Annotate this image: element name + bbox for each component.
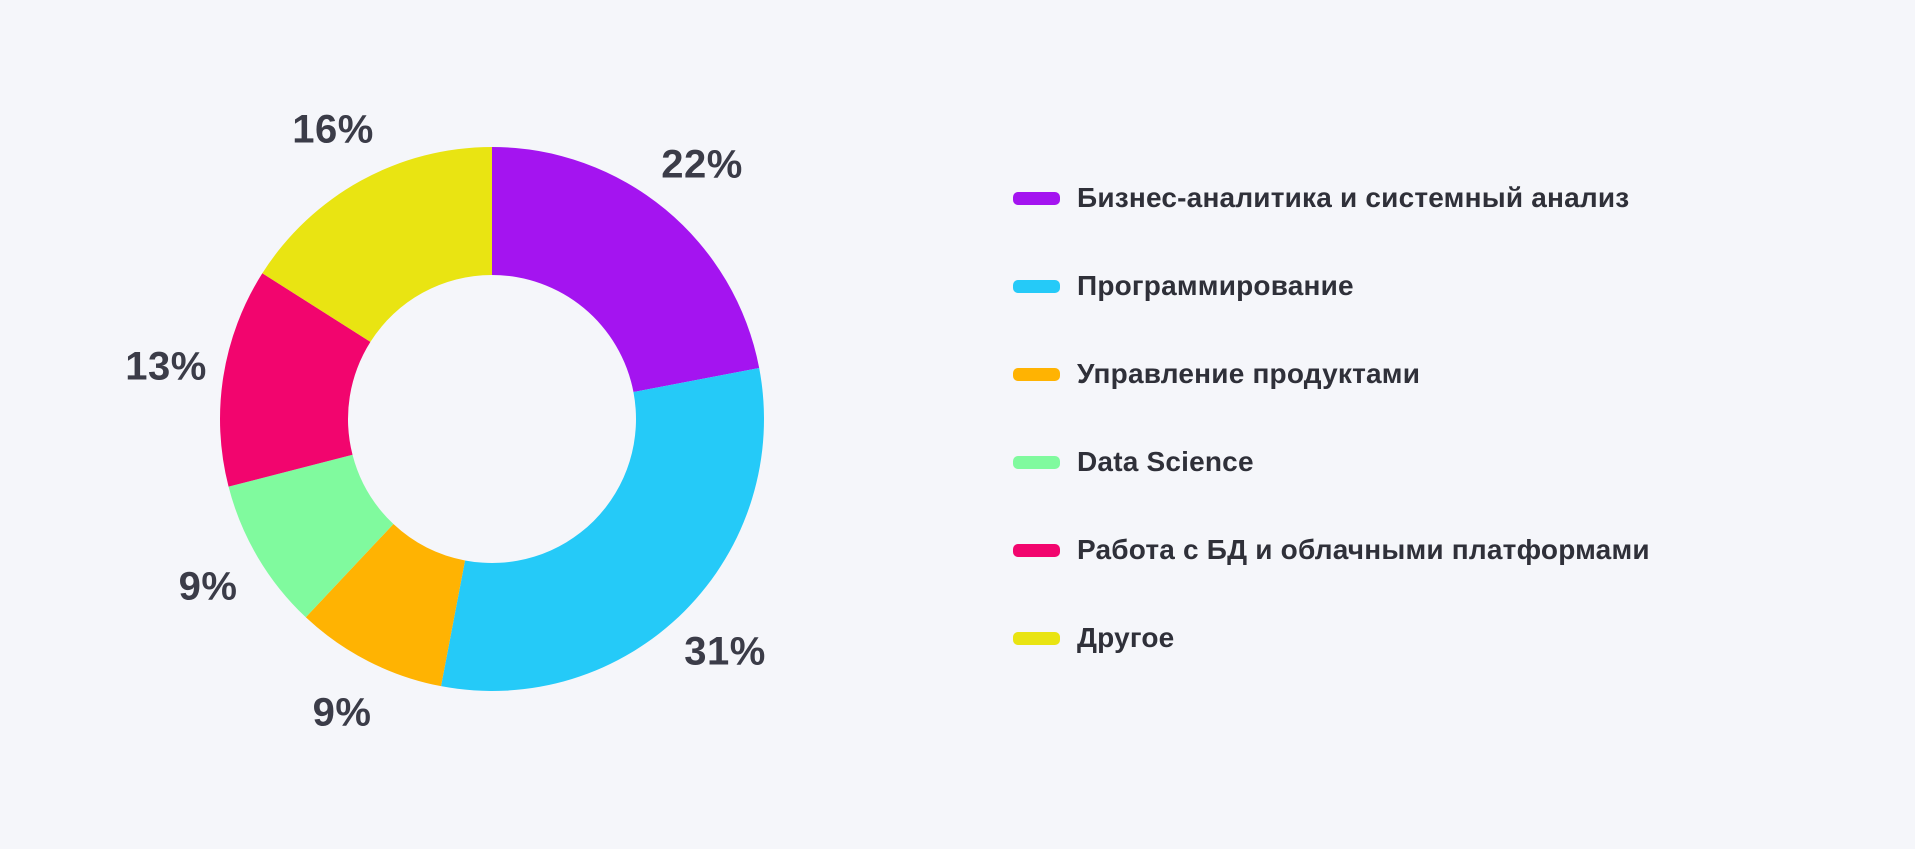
slice-label-4: 13% xyxy=(125,344,207,389)
legend-swatch-icon xyxy=(1013,367,1060,381)
legend-swatch-icon xyxy=(1013,631,1060,645)
legend-item-label: Программирование xyxy=(1077,270,1354,301)
donut-slice-3 xyxy=(228,454,394,618)
legend-item-databases-cloud: Работа с БД и облачными платформами xyxy=(1013,506,1650,594)
legend-swatch-icon xyxy=(1013,455,1060,469)
donut-slice-2 xyxy=(305,523,466,687)
donut-slice-0 xyxy=(492,147,760,393)
legend-swatch-icon xyxy=(1013,191,1060,205)
legend-item-data-science: Data Science xyxy=(1013,418,1650,506)
slice-label-2: 9% xyxy=(312,690,372,735)
legend-item-label: Управление продуктами xyxy=(1077,358,1421,389)
legend-item-label: Data Science xyxy=(1077,446,1254,477)
legend-item-other: Другое xyxy=(1013,594,1650,682)
slice-label-5: 16% xyxy=(292,107,374,152)
legend-swatch-icon xyxy=(1013,279,1060,293)
legend-item-label: Работа с БД и облачными платформами xyxy=(1077,534,1650,565)
donut-slice-1 xyxy=(441,368,764,691)
legend-swatch-icon xyxy=(1013,543,1060,557)
legend-item-label: Бизнес-аналитика и системный анализ xyxy=(1077,182,1630,213)
legend-item-product-management: Управление продуктами xyxy=(1013,330,1650,418)
donut-slice-5 xyxy=(262,147,492,342)
slice-label-0: 22% xyxy=(661,142,743,187)
slice-label-3: 9% xyxy=(178,564,238,609)
legend-item-business-analytics: Бизнес-аналитика и системный анализ xyxy=(1013,154,1650,242)
legend-item-programming: Программирование xyxy=(1013,242,1650,330)
legend-item-label: Другое xyxy=(1077,622,1175,653)
donut-slice-4 xyxy=(220,273,371,487)
slice-label-1: 31% xyxy=(684,629,766,674)
chart-legend: Бизнес-аналитика и системный анализ Прог… xyxy=(1013,154,1650,682)
